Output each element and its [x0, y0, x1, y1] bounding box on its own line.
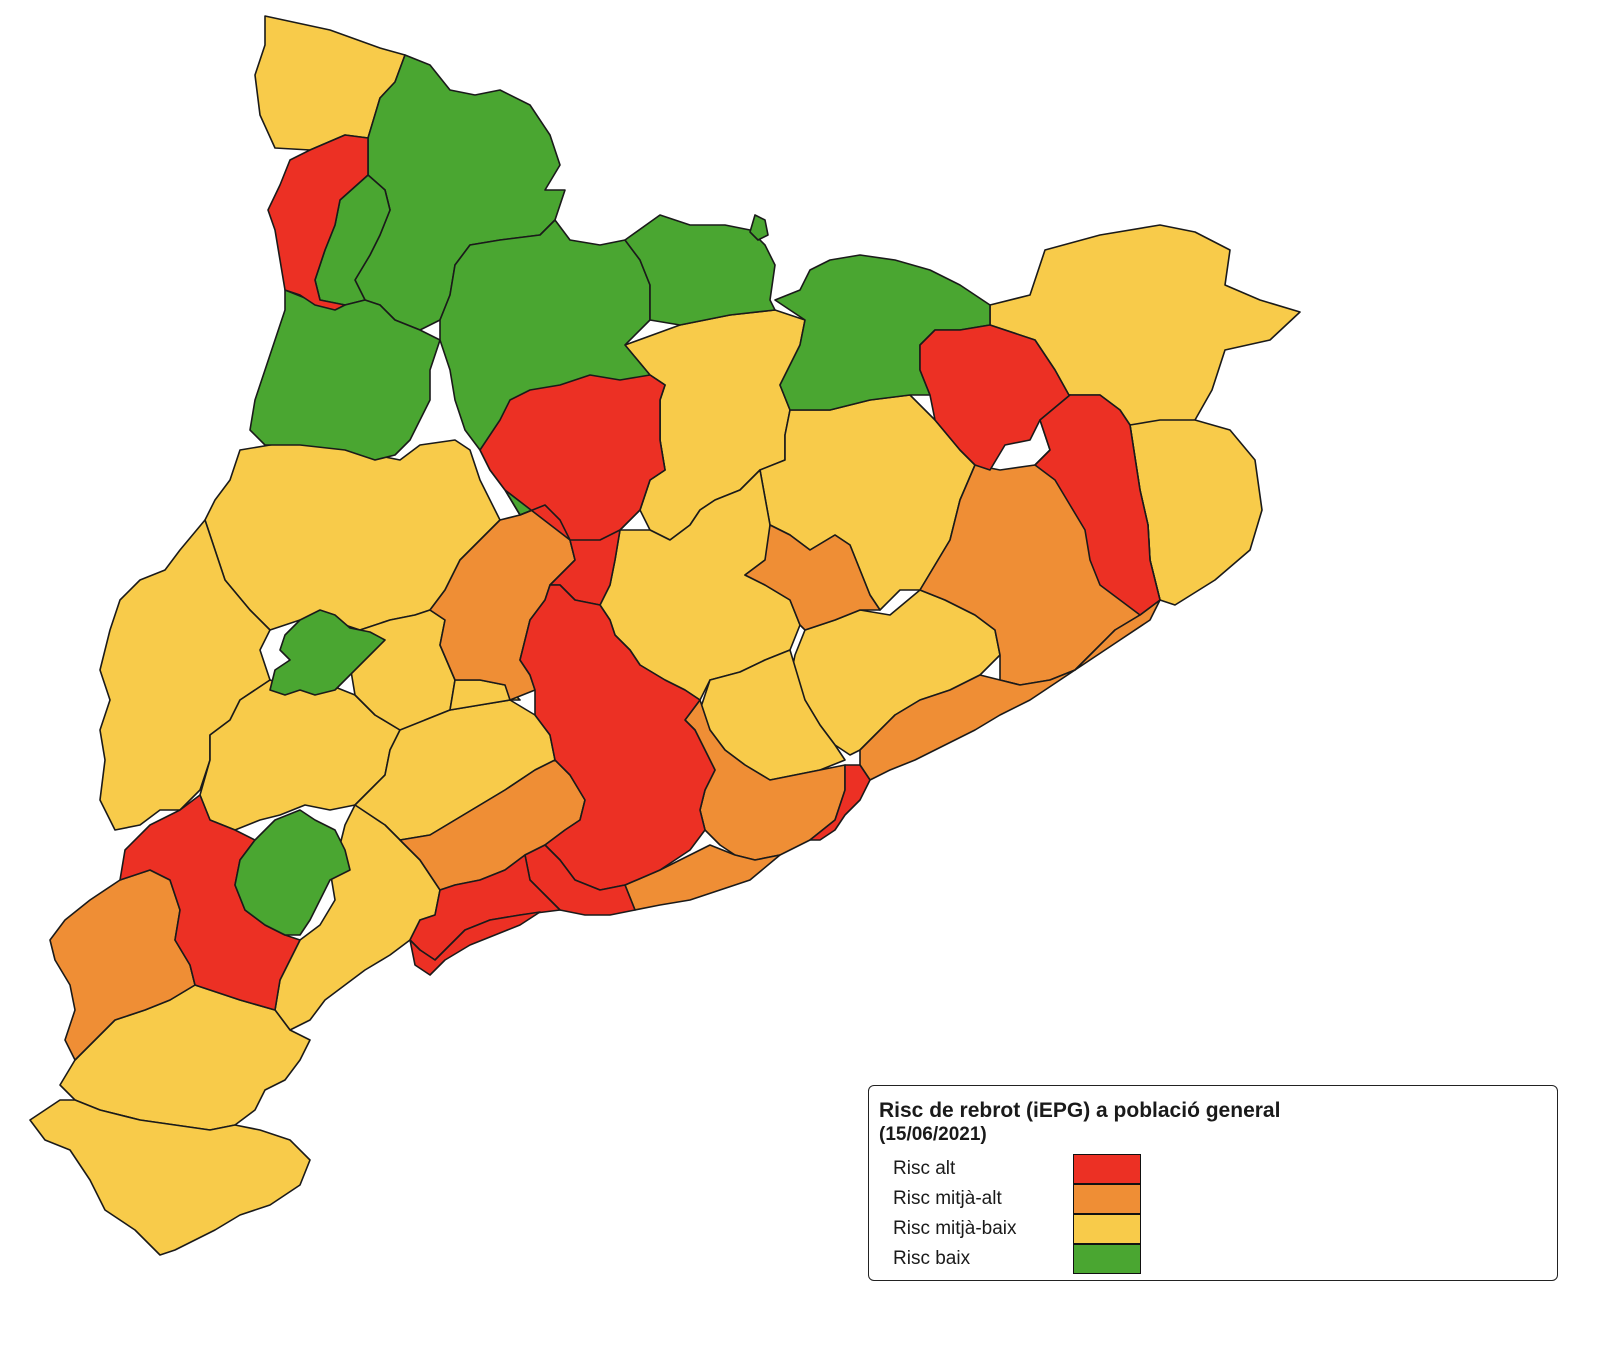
region-girones: [1034, 394, 1161, 616]
region-barcelones: [809, 764, 871, 841]
region-priorat: [234, 809, 351, 936]
legend-item-mitja-baix: Risc mitjà-baix: [879, 1214, 1547, 1244]
region-segria: [99, 519, 271, 831]
region-garrotxa-nord: [749, 214, 769, 241]
legend-swatch-mitja-baix: [1073, 1214, 1141, 1244]
legend-swatch-mitja-alt: [1073, 1184, 1141, 1214]
region-cerdanya: [624, 214, 776, 326]
region-ribera-d-ebre: [119, 794, 301, 1011]
legend-label-baix: Risc baix: [893, 1248, 971, 1269]
region-montsia: [29, 1099, 311, 1256]
legend-label-alt: Risc alt: [893, 1158, 956, 1179]
legend-swatch-baix: [1073, 1244, 1141, 1274]
legend-item-mitja-alt: Risc mitjà-alt: [879, 1184, 1547, 1214]
region-lleida: [269, 609, 386, 696]
legend-date: (15/06/2021): [879, 1124, 987, 1145]
region-tarragones: [409, 911, 541, 976]
legend-item-alt: Risc alt: [879, 1154, 1547, 1184]
region-solsones: [479, 374, 666, 606]
legend-item-baix: Risc baix: [879, 1244, 1547, 1274]
legend: Risc de rebrot (iEPG) a població general…: [868, 1085, 1558, 1281]
region-pallars-jussa: [249, 289, 441, 461]
region-garrotxa: [919, 324, 1081, 471]
legend-label-mitja-baix: Risc mitjà-baix: [893, 1218, 1017, 1239]
region-garraf: [624, 844, 781, 911]
region-anoia: [519, 584, 716, 891]
region-alta-ribagorca: [267, 134, 369, 311]
region-maresme: [859, 599, 1161, 781]
legend-swatch-alt: [1073, 1154, 1141, 1184]
legend-label-mitja-alt: Risc mitjà-alt: [893, 1188, 1002, 1209]
region-moianes: [744, 524, 881, 631]
legend-title: Risc de rebrot (iEPG) a població general: [879, 1099, 1281, 1122]
